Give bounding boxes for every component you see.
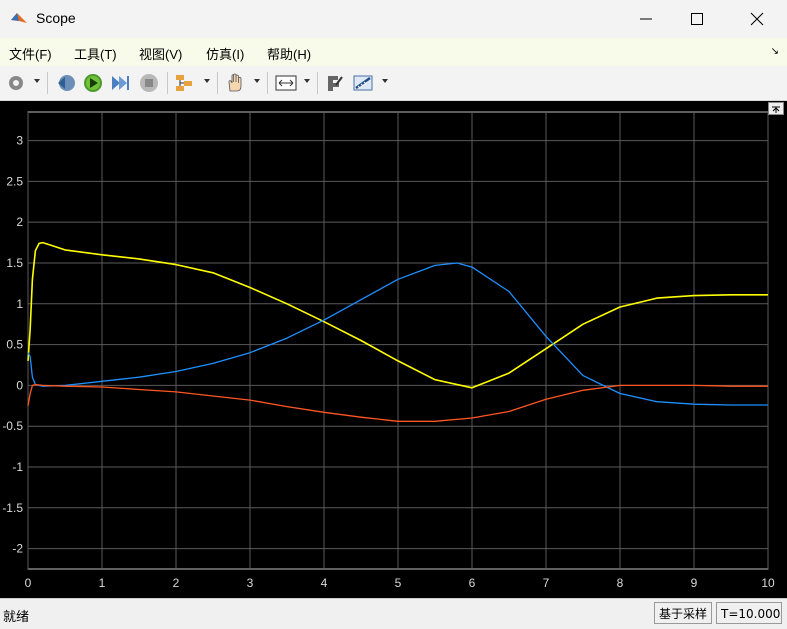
y-tick-label: -0.5 <box>2 419 23 433</box>
settings-icon[interactable] <box>6 73 26 93</box>
y-tick-label: 1.5 <box>6 256 23 270</box>
x-tick-label: 4 <box>321 576 328 590</box>
window-title: Scope <box>36 10 76 26</box>
signal-dropdown[interactable] <box>204 79 210 83</box>
y-tick-label: 3 <box>16 134 23 148</box>
signal-selector-icon[interactable] <box>174 73 196 93</box>
x-tick-label: 3 <box>247 576 254 590</box>
x-tick-label: 1 <box>99 576 106 590</box>
time-display: T=10.000 <box>716 602 782 624</box>
x-tick-label: 9 <box>691 576 698 590</box>
minimize-button[interactable] <box>623 0 669 38</box>
run-icon[interactable] <box>82 73 104 93</box>
minimize-icon <box>640 18 652 20</box>
menu-help[interactable]: 帮助(H) <box>267 47 312 62</box>
toolbar-separator <box>267 72 268 94</box>
close-icon <box>750 12 764 26</box>
menu-bar: 文件(F) 工具(T) 视图(V) 仿真(I) 帮助(H) ↘ <box>0 38 787 66</box>
status-bar: 就绪 基于采样 T=10.000 <box>0 598 787 629</box>
zoom-fit-icon[interactable] <box>275 73 297 93</box>
menu-simulation[interactable]: 仿真(I) <box>206 47 245 62</box>
y-tick-label: 2 <box>16 215 23 229</box>
toolbar-separator <box>167 72 168 94</box>
y-tick-label: 0.5 <box>6 338 23 352</box>
maximize-button[interactable] <box>674 0 720 38</box>
y-tick-label: 1 <box>16 297 23 311</box>
step-forward-icon[interactable] <box>110 73 132 93</box>
matlab-icon <box>11 13 27 23</box>
restore-icon <box>772 106 780 113</box>
x-tick-label: 0 <box>25 576 32 590</box>
scope-plot[interactable]: 0 1 2 3 4 5 6 7 8 9 10 -2 -1.5 -1 -0.5 0 0.5 1 1.5 2 2.5 3 <box>0 101 787 598</box>
sample-mode: 基于采样 <box>654 602 713 624</box>
step-back-icon[interactable] <box>55 73 77 93</box>
x-tick-label: 8 <box>617 576 624 590</box>
dock-arrow-icon[interactable]: ↘ <box>770 46 779 57</box>
measure-icon[interactable] <box>352 73 374 93</box>
y-tick-label: -1 <box>12 460 23 474</box>
toolbar <box>0 66 787 101</box>
maximize-icon <box>691 13 703 25</box>
menu-view[interactable]: 视图(V) <box>139 47 183 62</box>
y-tick-label: -2 <box>12 542 23 556</box>
x-tick-label: 10 <box>761 576 775 590</box>
style-icon[interactable] <box>324 73 346 93</box>
close-button[interactable] <box>734 0 780 38</box>
restore-axes-button[interactable] <box>768 102 784 115</box>
stop-icon[interactable] <box>138 73 160 93</box>
x-tick-label: 5 <box>395 576 402 590</box>
pan-icon[interactable] <box>225 73 247 93</box>
status-text: 就绪 <box>3 610 30 625</box>
toolbar-separator <box>217 72 218 94</box>
menu-tools[interactable]: 工具(T) <box>74 47 117 62</box>
measure-dropdown[interactable] <box>382 79 388 83</box>
y-tick-label: 2.5 <box>6 174 23 188</box>
x-tick-label: 2 <box>173 576 180 590</box>
x-tick-label: 7 <box>543 576 550 590</box>
pan-dropdown[interactable] <box>254 79 260 83</box>
y-tick-label: -1.5 <box>2 501 23 515</box>
series-line-2 <box>27 383 768 422</box>
x-tick-label: 6 <box>469 576 476 590</box>
zoom-dropdown[interactable] <box>304 79 310 83</box>
y-tick-label: 0 <box>16 378 23 392</box>
series-line-0 <box>27 241 768 389</box>
settings-dropdown[interactable] <box>34 79 40 83</box>
menu-file[interactable]: 文件(F) <box>9 47 52 62</box>
toolbar-separator <box>47 72 48 94</box>
title-bar: Scope <box>0 0 787 38</box>
toolbar-separator <box>317 72 318 94</box>
plot-svg[interactable]: 0 1 2 3 4 5 6 7 8 9 10 -2 -1.5 -1 -0.5 0 0.5 1 1.5 2 2.5 3 <box>0 101 787 598</box>
